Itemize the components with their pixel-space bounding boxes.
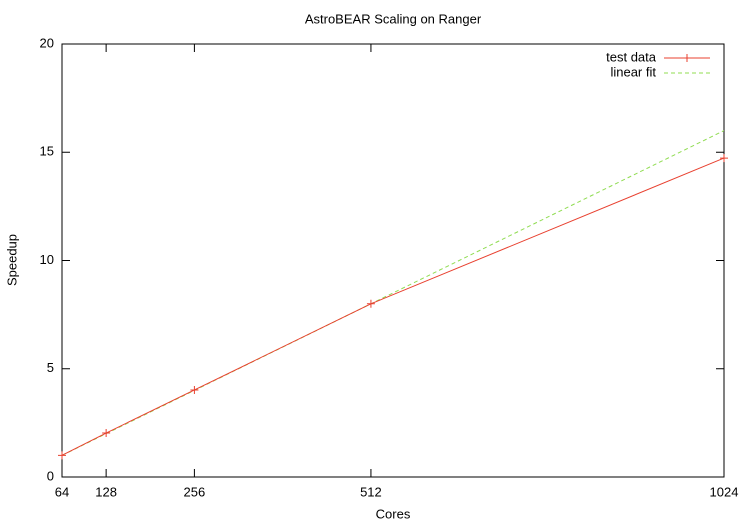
y-tick-label: 5 [47,360,54,375]
chart-title: AstroBEAR Scaling on Ranger [305,11,482,26]
x-tick-label: 128 [95,484,117,499]
point-marker [366,299,375,308]
y-axis-label: Speedup [4,234,19,286]
legend-label: test data [606,49,657,64]
y-tick-label: 20 [40,35,54,50]
y-tick-label: 10 [40,252,54,267]
point-marker [58,451,66,460]
x-tick-label: 1024 [710,484,739,499]
x-tick-label: 256 [184,484,206,499]
x-tick-label: 64 [55,484,69,499]
x-axis-label: Cores [376,506,411,521]
point-marker [720,154,728,163]
legend-label: linear fit [610,64,656,79]
x-tick-label: 512 [360,484,382,499]
point-marker [190,385,199,394]
y-tick-label: 15 [40,144,54,159]
legend-marker [683,54,691,62]
y-tick-label: 0 [47,468,54,483]
point-marker [102,429,111,438]
